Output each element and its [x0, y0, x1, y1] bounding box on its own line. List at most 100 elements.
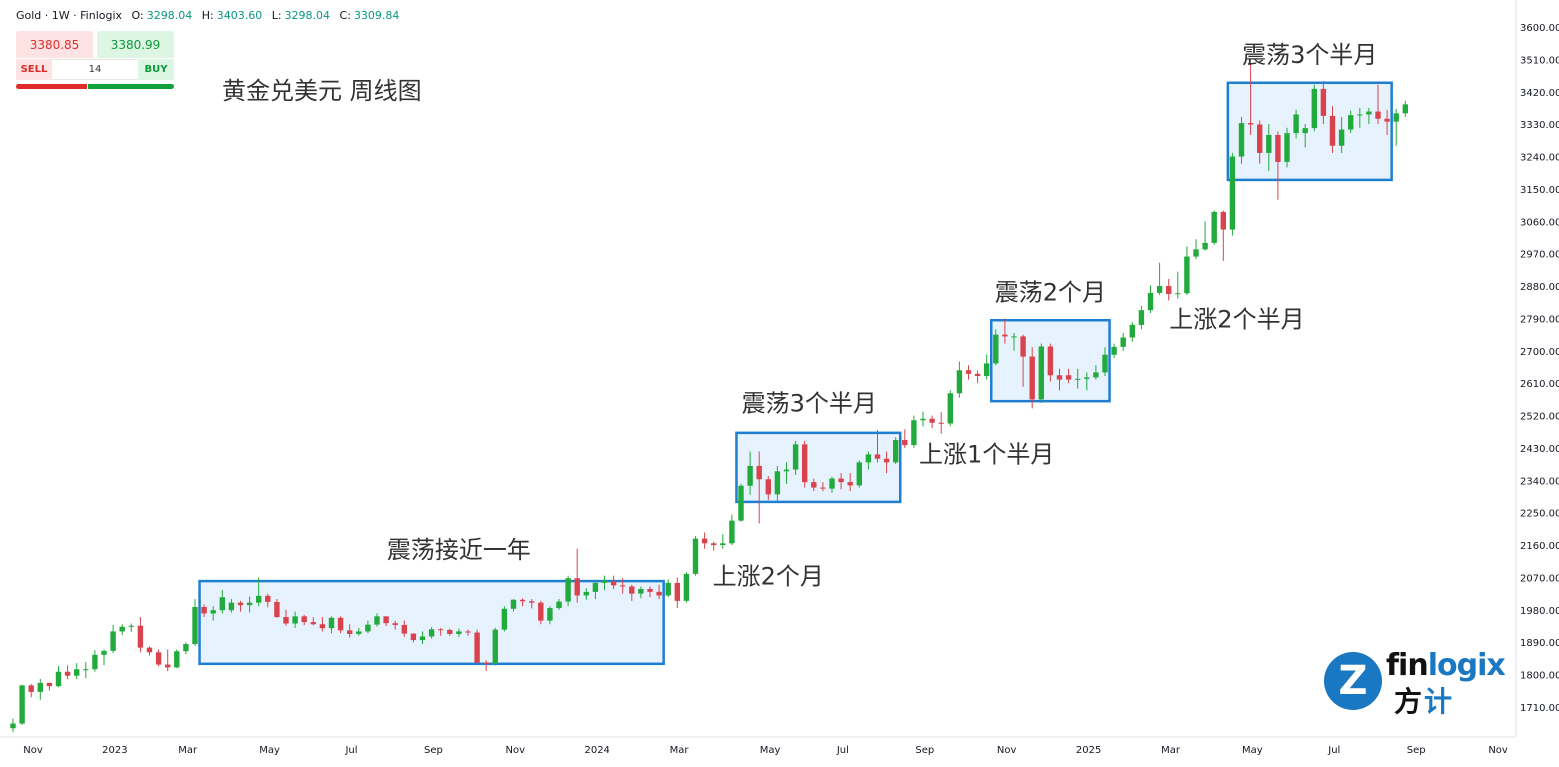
candle-body [656, 591, 662, 596]
price-tick-label: 2340.00 [1520, 476, 1559, 487]
close-label: C: [339, 9, 351, 22]
high-value: 3403.60 [216, 9, 263, 22]
candle-body [310, 622, 316, 625]
time-tick-label: May [259, 745, 280, 756]
candle-body [274, 601, 280, 618]
candle-body [237, 602, 244, 606]
candle-body [37, 682, 43, 692]
candle-body [556, 601, 562, 609]
range-box [735, 431, 902, 504]
range-box [1226, 81, 1393, 182]
candle-body [1211, 211, 1217, 243]
candle-body [1247, 123, 1254, 125]
candle-body [1402, 104, 1408, 114]
candle-body [1075, 378, 1081, 380]
candle-body [729, 520, 735, 544]
candle-body [811, 482, 817, 488]
candle-body [201, 606, 207, 614]
candle-body [592, 582, 599, 592]
candle-body [1111, 346, 1117, 355]
candle-body [210, 610, 216, 614]
buy-button[interactable]: BUY [138, 59, 174, 80]
candle-body [246, 602, 253, 606]
candle-body [401, 624, 407, 634]
candle-body [865, 454, 872, 463]
price-tick-label: 2250.00 [1520, 509, 1559, 520]
candle-body [583, 591, 589, 596]
candle-body [110, 631, 116, 651]
candle-body [19, 685, 25, 724]
candle-body [765, 479, 771, 495]
range-zones [198, 81, 1393, 666]
candle-body [1020, 336, 1026, 357]
price-axis[interactable]: 3600.00 3510.00 3420.00 3330.00 3240.00 3150.… [1515, 0, 1559, 737]
price-tick-label: 2970.00 [1520, 250, 1559, 261]
finlogix-logo-mark: Z [1324, 652, 1382, 710]
candle-body [574, 578, 580, 596]
candle-body [256, 595, 262, 603]
candle-body [419, 636, 426, 641]
price-tick-label: 2700.00 [1520, 347, 1559, 358]
close-value: 3309.84 [353, 9, 400, 22]
candle-body [28, 685, 34, 692]
candle-body [1275, 134, 1281, 162]
time-tick-label: 2023 [102, 745, 127, 756]
price-tick-label: 3240.00 [1520, 153, 1559, 164]
candle-body [119, 626, 125, 632]
candle-body [783, 469, 790, 472]
candle-body [1175, 293, 1181, 295]
buy-price[interactable]: 3380.99 [97, 31, 174, 58]
candle-body [893, 440, 899, 463]
candle-body [501, 608, 508, 630]
candle-body [519, 599, 526, 602]
candle-body [738, 485, 744, 521]
candle-body [465, 631, 471, 633]
price-tick-label: 2790.00 [1520, 314, 1559, 325]
sell-price[interactable]: 3380.85 [16, 31, 93, 58]
candle-body [456, 631, 462, 634]
candle-body [1238, 123, 1245, 157]
candle-body [1338, 129, 1345, 146]
candle-body [356, 631, 362, 634]
candle-body [10, 723, 16, 729]
sell-button[interactable]: SELL [16, 59, 52, 80]
candle-body [774, 471, 781, 495]
candle-body [911, 420, 917, 446]
open-label: O: [131, 9, 144, 22]
time-axis[interactable]: Nov 2023 Mar May Jul Sep Nov 2024 Mar May Jul Sep No… [0, 736, 1516, 756]
candle-body [974, 373, 981, 376]
time-tick-label: Mar [1161, 745, 1181, 756]
zone-annotation: 震荡2个月 [995, 278, 1106, 306]
candle-body [820, 487, 826, 489]
candle-body [674, 582, 680, 601]
candle-body [1156, 286, 1163, 293]
candle-body [547, 608, 553, 621]
time-tick-label: Sep [424, 745, 443, 756]
candle-body [929, 418, 935, 423]
candle-body [165, 664, 171, 668]
high-label: H: [201, 9, 214, 22]
candle-body [629, 586, 635, 594]
candle-body [1302, 128, 1308, 134]
time-tick-label: Nov [23, 745, 43, 756]
candles [10, 62, 1408, 733]
logo-chinese-name: 方计 [1394, 685, 1455, 718]
candle-body [802, 444, 808, 483]
candle-body [1293, 114, 1299, 134]
candle-body [219, 597, 225, 611]
time-tick-label: Mar [670, 745, 690, 756]
lot-size-field[interactable]: 14 [52, 59, 138, 80]
candle-body [83, 669, 89, 671]
candle-body [1011, 336, 1017, 338]
candle-body [1193, 249, 1199, 257]
candle-body [1329, 115, 1336, 146]
symbol-name[interactable]: Gold · 1W · Finlogix [16, 9, 123, 22]
candle-body [1311, 88, 1317, 129]
candle-body [46, 682, 53, 687]
candle-body [838, 478, 844, 483]
candle-body [64, 671, 71, 676]
candle-body [1284, 133, 1290, 162]
candle-body [565, 578, 571, 602]
price-tick-label: 1980.00 [1520, 606, 1559, 617]
